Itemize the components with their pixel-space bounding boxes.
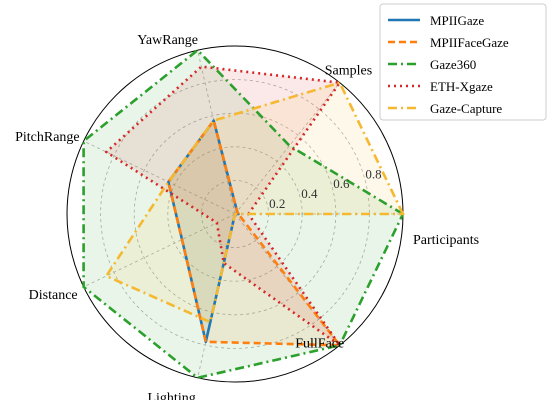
spoke-1 [234,82,341,215]
legend-label-4: Gaze-Capture [430,101,502,116]
r-tick-label-1: 0.4 [301,186,318,201]
legend: MPIIGaze MPIIFaceGaze Gaze360 ETH-Xgaze Gaze… [379,3,547,121]
axis-label-participants: Participants [413,233,479,248]
spoke-3 [83,140,236,215]
spoke-4 [83,213,236,288]
axis-label-samples: Samples [325,64,372,79]
axis-label-distance: Distance [29,288,78,303]
axis-label-yawrange: YawRange [137,33,198,48]
series-fill-2 [83,50,403,378]
series-line-1 [167,119,342,347]
series-line-3 [105,65,342,347]
legend-label-1: MPIIFaceGaze [430,35,509,50]
series-line-4 [105,81,405,324]
series-fill-0 [168,120,239,342]
label-layer: 0.2 0.4 0.6 0.8 Participants Samples YawRange P… [15,33,479,400]
axis-label-fullface: FullFace [295,336,344,351]
legend-label-3: ETH-Xgaze [430,79,493,94]
series-fill-1 [168,120,340,346]
series-line-2 [82,48,405,380]
r-tick-label-3: 0.8 [365,166,381,181]
r-tick-label-0: 0.2 [269,196,285,211]
legend-label-0: MPIIGaze [430,13,484,28]
series-fill-3 [106,66,340,346]
legend-box [379,3,547,121]
legend-label-2: Gaze360 [430,57,476,72]
fill-layer [83,50,404,378]
line-layer [82,48,405,380]
axis-label-lighting: Lighting [147,391,195,400]
r-tick-label-2: 0.6 [333,176,350,191]
axis-label-pitchrange: PitchRange [15,130,80,145]
series-fill-4 [106,82,404,323]
